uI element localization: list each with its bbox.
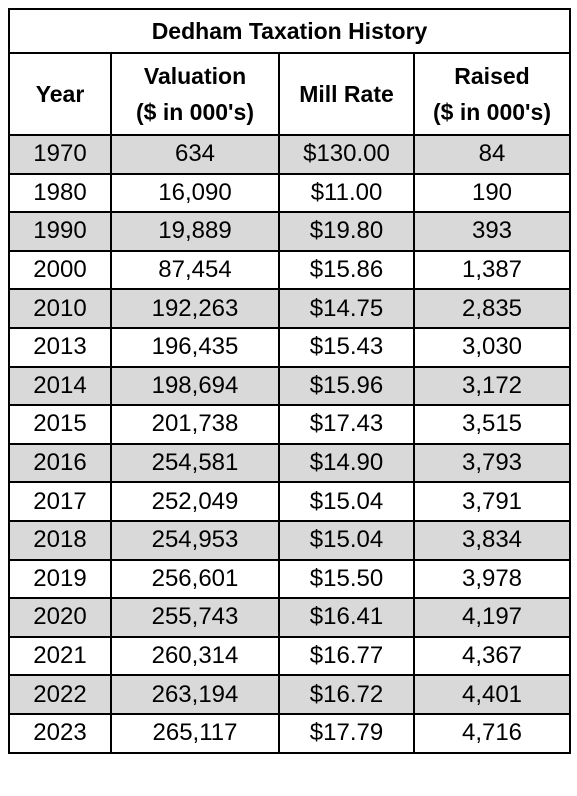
cell-valuation: 260,314	[110, 635, 280, 677]
cell-mill-rate: $15.86	[278, 249, 415, 291]
cell-valuation: 256,601	[110, 558, 280, 600]
cell-raised: 4,197	[412, 597, 572, 638]
cell-year: 2013	[8, 326, 112, 368]
cell-mill-rate: $15.96	[278, 365, 415, 407]
cell-mill-rate: $15.04	[278, 481, 415, 522]
cell-valuation: 19,889	[110, 211, 280, 252]
table-row: 2020 255,743 $16.41 4,197	[8, 597, 572, 638]
table-row: 2017 252,049 $15.04 3,791	[8, 481, 572, 522]
header-year-line: Year	[35, 81, 85, 107]
cell-mill-rate: $11.00	[278, 172, 415, 214]
cell-year: 2020	[8, 597, 112, 638]
table-row: 2015 201,738 $17.43 3,515	[8, 404, 572, 445]
cell-raised: 4,716	[412, 712, 572, 754]
cell-mill-rate: $16.41	[278, 597, 415, 638]
taxation-history-table: Dedham Taxation History Year Valuation (…	[7, 8, 572, 754]
header-raised-line2: ($ in 000's)	[433, 99, 551, 125]
cell-mill-rate: $19.80	[278, 211, 415, 252]
cell-raised: 3,791	[412, 481, 572, 522]
table-row: 1980 16,090 $11.00 190	[8, 172, 572, 214]
cell-year: 2023	[8, 712, 112, 754]
table-row: 2000 87,454 $15.86 1,387	[8, 249, 572, 291]
cell-raised: 3,515	[412, 404, 572, 445]
header-valuation: Valuation ($ in 000's)	[110, 52, 280, 136]
cell-year: 1980	[8, 172, 112, 214]
cell-raised: 4,367	[412, 635, 572, 677]
cell-raised: 3,030	[412, 326, 572, 368]
table-row: 2014 198,694 $15.96 3,172	[8, 365, 572, 407]
title-row: Dedham Taxation History	[7, 8, 572, 54]
table-row: 1970 634 $130.00 84	[8, 134, 572, 175]
cell-mill-rate: $130.00	[278, 134, 415, 175]
cell-raised: 3,834	[412, 519, 572, 561]
cell-year: 2021	[8, 635, 112, 677]
table-row: 2021 260,314 $16.77 4,367	[8, 635, 572, 677]
table-row: 2016 254,581 $14.90 3,793	[8, 442, 572, 484]
cell-mill-rate: $16.72	[278, 674, 415, 715]
cell-year: 2017	[8, 481, 112, 522]
cell-raised: 393	[412, 211, 572, 252]
table-row: 2022 263,194 $16.72 4,401	[8, 674, 572, 715]
cell-mill-rate: $15.43	[278, 326, 415, 368]
cell-mill-rate: $16.77	[278, 635, 415, 677]
cell-valuation: 265,117	[110, 712, 280, 754]
table-row: 1990 19,889 $19.80 393	[8, 211, 572, 252]
header-mill-rate-line: Mill Rate	[299, 81, 394, 107]
cell-mill-rate: $14.75	[278, 288, 415, 329]
table-body: 1970 634 $130.00 84 1980 16,090 $11.00 190 1990 1…	[8, 134, 572, 754]
cell-year: 2000	[8, 249, 112, 291]
cell-mill-rate: $15.04	[278, 519, 415, 561]
cell-raised: 1,387	[412, 249, 572, 291]
cell-valuation: 198,694	[110, 365, 280, 407]
cell-raised: 190	[412, 172, 572, 214]
cell-year: 1970	[8, 134, 112, 175]
cell-raised: 84	[412, 134, 572, 175]
cell-raised: 4,401	[412, 674, 572, 715]
cell-raised: 3,172	[412, 365, 572, 407]
header-year: Year	[8, 52, 112, 136]
cell-mill-rate: $15.50	[278, 558, 415, 600]
cell-mill-rate: $14.90	[278, 442, 415, 484]
table-title: Dedham Taxation History	[7, 8, 572, 54]
table-row: 2018 254,953 $15.04 3,834	[8, 519, 572, 561]
cell-valuation: 192,263	[110, 288, 280, 329]
table-row: 2013 196,435 $15.43 3,030	[8, 326, 572, 368]
table-row: 2019 256,601 $15.50 3,978	[8, 558, 572, 600]
cell-valuation: 263,194	[110, 674, 280, 715]
header-mill-rate: Mill Rate	[278, 52, 415, 136]
cell-raised: 3,793	[412, 442, 572, 484]
cell-year: 2018	[8, 519, 112, 561]
cell-raised: 2,835	[412, 288, 572, 329]
cell-year: 2010	[8, 288, 112, 329]
cell-year: 2022	[8, 674, 112, 715]
cell-valuation: 634	[110, 134, 280, 175]
cell-valuation: 201,738	[110, 404, 280, 445]
header-raised-line1: Raised	[454, 63, 530, 89]
cell-year: 1990	[8, 211, 112, 252]
header-valuation-line1: Valuation	[143, 63, 247, 89]
cell-year: 2015	[8, 404, 112, 445]
header-valuation-line2: ($ in 000's)	[136, 99, 254, 125]
cell-valuation: 254,581	[110, 442, 280, 484]
header-raised: Raised ($ in 000's)	[412, 52, 572, 136]
cell-valuation: 254,953	[110, 519, 280, 561]
cell-year: 2016	[8, 442, 112, 484]
cell-valuation: 87,454	[110, 249, 280, 291]
cell-valuation: 252,049	[110, 481, 280, 522]
cell-raised: 3,978	[412, 558, 572, 600]
cell-mill-rate: $17.79	[278, 712, 415, 754]
cell-year: 2014	[8, 365, 112, 407]
cell-year: 2019	[8, 558, 112, 600]
table-row: 2010 192,263 $14.75 2,835	[8, 288, 572, 329]
cell-mill-rate: $17.43	[278, 404, 415, 445]
header-row: Year Valuation ($ in 000's) Mill Rate Ra…	[8, 52, 572, 136]
cell-valuation: 196,435	[110, 326, 280, 368]
cell-valuation: 255,743	[110, 597, 280, 638]
table-row: 2023 265,117 $17.79 4,716	[8, 712, 572, 754]
cell-valuation: 16,090	[110, 172, 280, 214]
